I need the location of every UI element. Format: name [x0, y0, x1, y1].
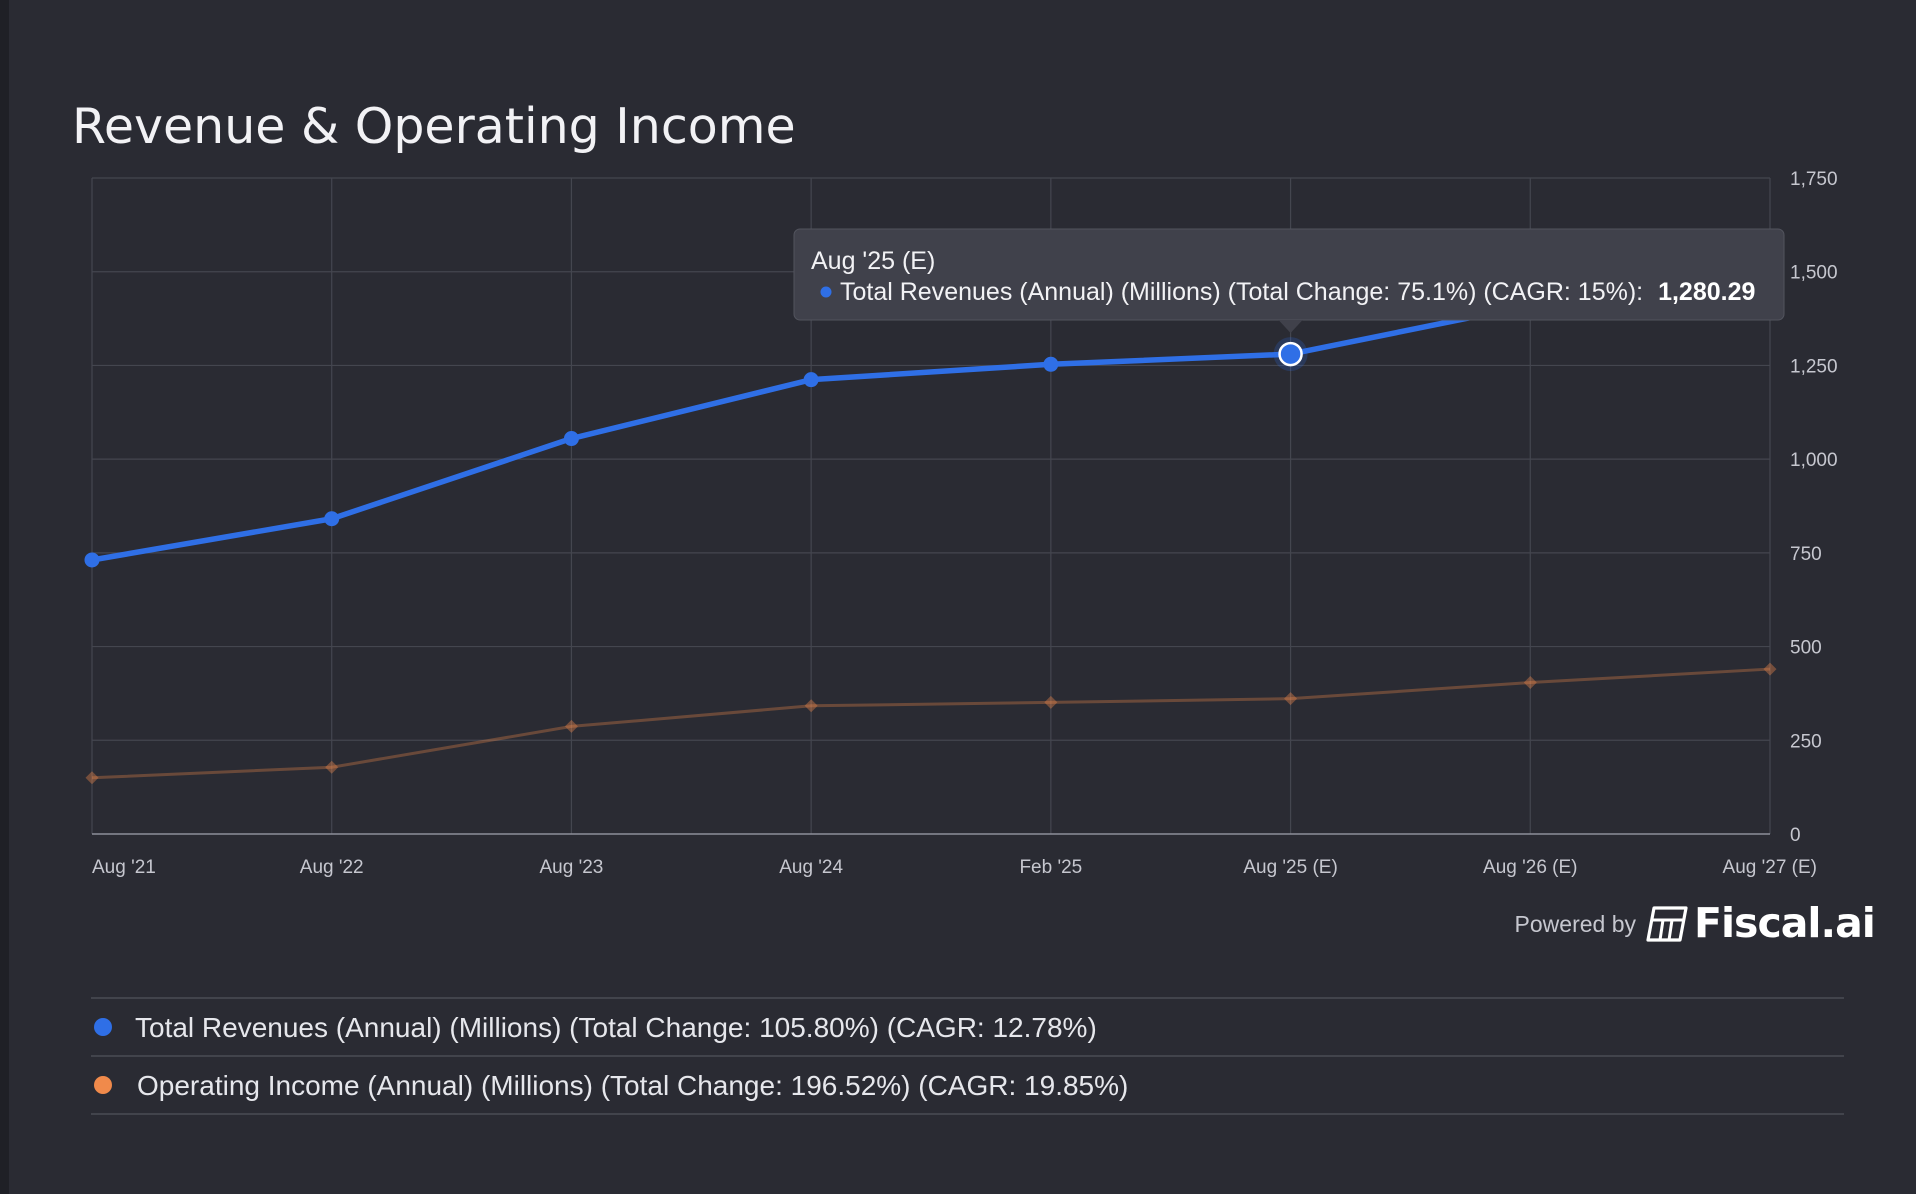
operating-income-point[interactable] — [85, 771, 99, 785]
tooltip-pointer — [1278, 320, 1303, 333]
operating-income-point[interactable] — [1523, 676, 1537, 690]
x-tick-label: Feb '25 — [1019, 857, 1082, 878]
legend-label-operating-income: Operating Income (Annual) (Millions) (To… — [137, 1070, 1128, 1101]
powered-by-branding[interactable]: Powered by Fiscal.ai — [1515, 899, 1876, 947]
legend-dot-total-revenues — [94, 1018, 112, 1036]
operating-income-line — [91, 667, 1771, 780]
tooltip-series-dot — [820, 286, 832, 298]
y-tick-label: 250 — [1790, 731, 1822, 752]
chart-title: Revenue & Operating Income — [72, 98, 796, 155]
tooltip-series-label: Total Revenues (Annual) (Millions) (Tota… — [840, 278, 1643, 306]
total-revenues-point[interactable] — [324, 511, 340, 527]
tooltip-series-line: Total Revenues (Annual) (Millions) (Tota… — [840, 278, 1755, 306]
x-tick-label: Aug '25 (E) — [1243, 857, 1337, 878]
fiscal-logo-icon — [1646, 906, 1688, 942]
total-revenues-point[interactable] — [563, 431, 579, 447]
tooltip-box — [793, 228, 1785, 321]
operating-income-series — [85, 662, 1777, 785]
total-revenues-point[interactable] — [84, 552, 100, 568]
operating-income-point[interactable] — [325, 760, 339, 774]
y-tick-label: 1,750 — [1790, 169, 1838, 190]
operating-income-point[interactable] — [564, 719, 578, 733]
legend-label-total-revenues: Total Revenues (Annual) (Millions) (Tota… — [135, 1012, 1097, 1043]
legend-item-total-revenues[interactable]: Total Revenues (Annual) (Millions) (Tota… — [94, 1012, 1097, 1043]
total-revenues-point-highlighted[interactable] — [1278, 341, 1303, 367]
total-revenues-point[interactable] — [803, 372, 819, 388]
operating-income-point[interactable] — [1044, 695, 1058, 709]
tooltip-value: 1,280.29 — [1658, 278, 1755, 306]
x-tick-label: Aug '27 (E) — [1723, 857, 1817, 878]
y-tick-label: 1,500 — [1790, 263, 1838, 284]
legend-item-operating-income[interactable]: Operating Income (Annual) (Millions) (To… — [94, 1070, 1128, 1101]
x-tick-label: Aug '26 (E) — [1483, 857, 1577, 878]
total-revenues-point[interactable] — [1043, 356, 1059, 372]
y-tick-label: 0 — [1790, 825, 1801, 846]
y-axis-ticks: 0 250 500 750 1,000 1,250 1,500 1,750 — [1790, 169, 1838, 846]
tooltip-date: Aug '25 (E) — [811, 247, 935, 275]
chart-legend: Total Revenues (Annual) (Millions) (Tota… — [91, 997, 1844, 1115]
left-edge-strip — [0, 0, 9, 1194]
y-tick-label: 750 — [1790, 544, 1822, 565]
powered-by-label: Powered by — [1515, 911, 1637, 937]
y-tick-label: 1,250 — [1790, 356, 1838, 377]
x-tick-label: Aug '21 — [92, 857, 156, 878]
operating-income-point[interactable] — [804, 699, 818, 713]
operating-income-point[interactable] — [1763, 662, 1777, 676]
data-tooltip: Aug '25 (E) Total Revenues (Annual) (Mil… — [793, 228, 1785, 333]
y-tick-label: 1,000 — [1790, 450, 1838, 471]
x-tick-label: Aug '23 — [539, 857, 603, 878]
x-tick-label: Aug '24 — [779, 857, 843, 878]
horizontal-gridlines — [92, 177, 1770, 835]
legend-dot-operating-income — [94, 1076, 112, 1094]
y-tick-label: 500 — [1790, 638, 1822, 659]
operating-income-point[interactable] — [1284, 692, 1298, 706]
x-tick-label: Aug '22 — [300, 857, 364, 878]
x-axis-ticks: Aug '21 Aug '22 Aug '23 Aug '24 Feb '25 Aug '… — [92, 857, 1817, 878]
brand-name: Fiscal.ai — [1694, 899, 1875, 947]
